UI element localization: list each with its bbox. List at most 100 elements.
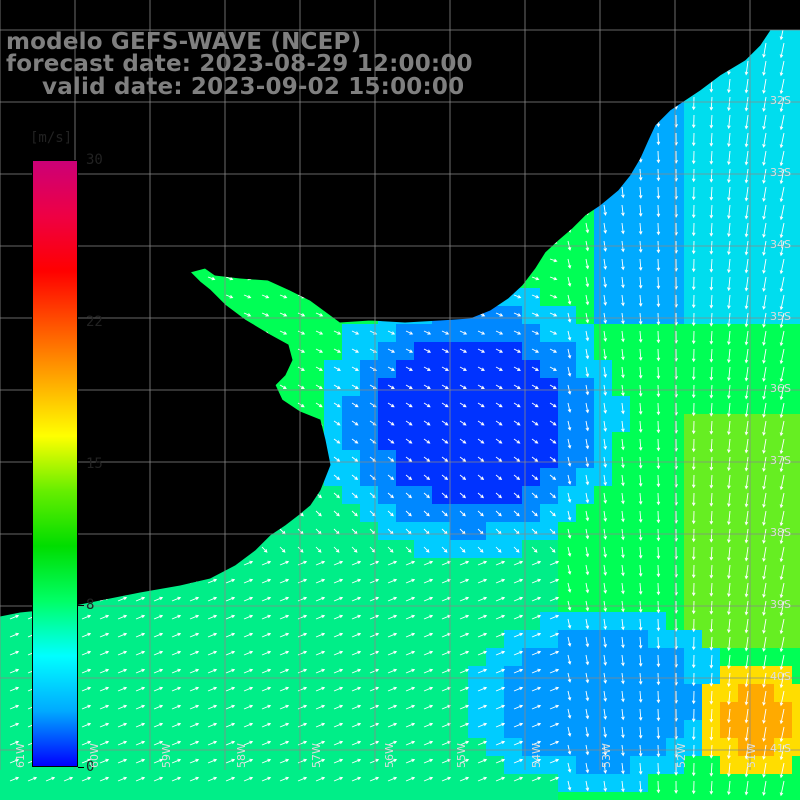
wind-arrow bbox=[495, 704, 506, 710]
wind-cell bbox=[342, 756, 360, 774]
wind-cell bbox=[198, 702, 216, 720]
wind-cell bbox=[756, 756, 774, 774]
border-line-3 bbox=[639, 19, 671, 111]
wind-cell bbox=[648, 720, 666, 738]
wind-cell bbox=[396, 792, 414, 800]
wind-arrow bbox=[531, 510, 538, 517]
wind-cell bbox=[432, 468, 450, 486]
wind-cell bbox=[756, 774, 774, 792]
wind-arrow bbox=[727, 708, 731, 724]
longitude-label: 53W bbox=[600, 743, 613, 768]
wind-cell bbox=[126, 738, 144, 756]
wind-arrow bbox=[638, 654, 643, 667]
wind-arrow bbox=[567, 330, 572, 341]
wind-cell bbox=[450, 702, 468, 720]
wind-cell bbox=[612, 504, 630, 522]
wind-cell bbox=[792, 216, 800, 234]
wind-arrow bbox=[477, 348, 486, 353]
wind-cell bbox=[792, 486, 800, 504]
wind-cell bbox=[504, 414, 522, 432]
wind-cell bbox=[486, 738, 504, 756]
wind-cell bbox=[162, 594, 180, 612]
wind-arrow bbox=[727, 78, 731, 94]
wind-arrow bbox=[441, 456, 449, 462]
wind-cell bbox=[630, 594, 648, 612]
wind-arrow bbox=[297, 740, 308, 746]
wind-cell bbox=[720, 378, 738, 396]
wind-cell bbox=[306, 324, 324, 342]
wind-cell bbox=[378, 558, 396, 576]
wind-arrow bbox=[638, 672, 643, 685]
wind-arrow bbox=[477, 560, 488, 566]
wind-arrow bbox=[513, 560, 524, 566]
wind-cell bbox=[270, 306, 288, 324]
wind-cell bbox=[324, 630, 342, 648]
wind-cell bbox=[198, 666, 216, 684]
wind-cell bbox=[162, 720, 180, 738]
wind-cell bbox=[378, 576, 396, 594]
wind-cell bbox=[540, 522, 558, 540]
wind-cell bbox=[558, 468, 576, 486]
wind-cell bbox=[630, 792, 648, 800]
wind-cell bbox=[720, 72, 738, 90]
wind-arrow bbox=[727, 600, 731, 616]
wind-arrow bbox=[656, 438, 661, 452]
wind-arrow bbox=[744, 492, 749, 508]
wind-cell bbox=[720, 234, 738, 252]
wind-arrow bbox=[585, 420, 590, 432]
wind-arrow bbox=[638, 258, 643, 271]
wind-arrow bbox=[762, 510, 767, 526]
wind-cell bbox=[612, 198, 630, 216]
wind-cell bbox=[288, 522, 306, 540]
wind-cell bbox=[558, 792, 576, 800]
wind-cell bbox=[756, 594, 774, 612]
wind-arrow bbox=[727, 654, 731, 670]
wind-cell bbox=[504, 576, 522, 594]
wind-cell bbox=[558, 648, 576, 666]
wind-arrow bbox=[691, 564, 696, 579]
wind-cell bbox=[630, 288, 648, 306]
wind-cell bbox=[612, 468, 630, 486]
wind-arrow bbox=[727, 384, 731, 400]
wind-arrow bbox=[638, 726, 643, 739]
wind-cell bbox=[558, 738, 576, 756]
wind-arrow bbox=[744, 690, 749, 706]
wind-arrow bbox=[405, 366, 413, 371]
wind-arrow bbox=[603, 510, 607, 522]
wind-arrow bbox=[691, 492, 696, 507]
wind-arrow bbox=[171, 740, 182, 746]
wind-arrow bbox=[351, 578, 362, 584]
wind-cell bbox=[792, 684, 800, 702]
wind-arrow bbox=[387, 758, 398, 764]
wind-arrow bbox=[423, 510, 430, 517]
wind-arrow bbox=[333, 722, 344, 728]
wind-cell bbox=[630, 306, 648, 324]
wind-arrow bbox=[691, 312, 696, 327]
wind-arrow bbox=[585, 294, 590, 306]
wind-cell bbox=[414, 630, 432, 648]
wind-arrow bbox=[387, 686, 398, 692]
wind-cell bbox=[144, 738, 162, 756]
wind-cell bbox=[774, 684, 792, 702]
wind-arrow bbox=[727, 114, 731, 130]
wind-arrow bbox=[603, 438, 607, 450]
wind-arrow bbox=[603, 708, 607, 720]
wind-cell bbox=[252, 792, 270, 800]
wind-arrow bbox=[459, 492, 466, 499]
wind-arrow bbox=[727, 294, 731, 310]
wind-cell bbox=[180, 684, 198, 702]
wind-cell bbox=[126, 666, 144, 684]
wind-cell bbox=[792, 504, 800, 522]
wind-cell bbox=[792, 198, 800, 216]
wind-arrow bbox=[63, 776, 74, 782]
wind-arrow bbox=[727, 780, 731, 796]
wind-arrow bbox=[709, 762, 714, 777]
wind-arrow bbox=[727, 492, 731, 508]
wind-arrow bbox=[549, 402, 557, 408]
wind-arrow bbox=[9, 704, 20, 710]
wind-cell bbox=[18, 666, 36, 684]
wind-cell bbox=[288, 558, 306, 576]
wind-arrow bbox=[315, 704, 326, 710]
wind-arrow bbox=[423, 366, 431, 371]
wind-cell bbox=[432, 612, 450, 630]
